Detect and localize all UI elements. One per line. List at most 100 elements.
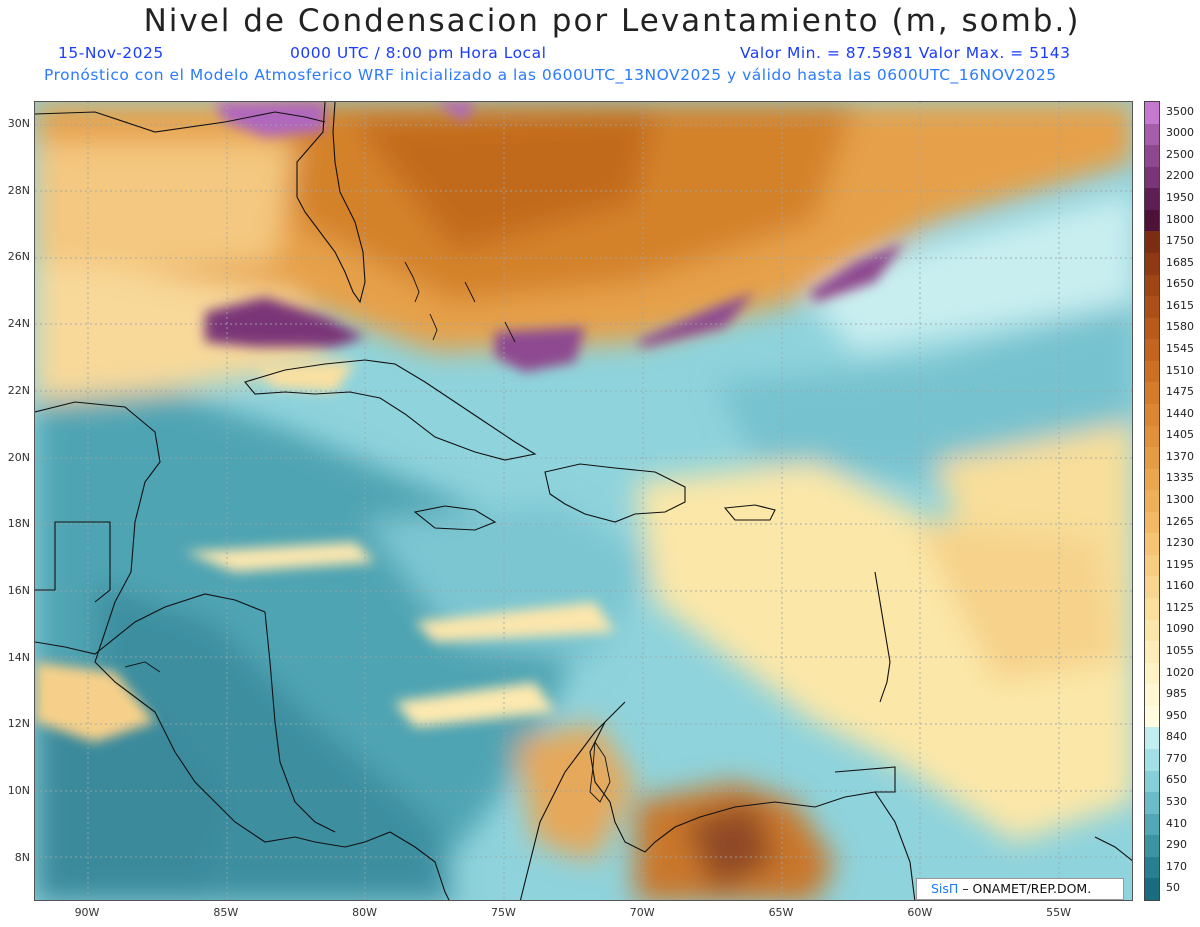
latitude-label: 30N bbox=[7, 117, 30, 130]
longitude-label: 55W bbox=[1046, 906, 1072, 919]
colorbar-swatch bbox=[1145, 209, 1159, 232]
colorbar-label: 1440 bbox=[1166, 406, 1194, 420]
colorbar-label: 1230 bbox=[1166, 536, 1194, 550]
model-info: Pronóstico con el Modelo Atmosferico WRF… bbox=[44, 66, 1057, 84]
colorbar-swatch bbox=[1145, 856, 1159, 879]
colorbar-swatch bbox=[1145, 727, 1159, 750]
colorbar-label: 170 bbox=[1166, 859, 1187, 873]
colorbar-label: 530 bbox=[1166, 794, 1187, 808]
colorbar-label: 840 bbox=[1166, 730, 1187, 744]
colorbar-swatch bbox=[1145, 684, 1159, 707]
colorbar-label: 1090 bbox=[1166, 622, 1194, 636]
colorbar bbox=[1144, 101, 1160, 901]
longitude-label: 80W bbox=[352, 906, 378, 919]
colorbar-swatch bbox=[1145, 705, 1159, 728]
forecast-date: 15-Nov-2025 bbox=[58, 44, 164, 62]
forecast-time: 0000 UTC / 8:00 pm Hora Local bbox=[290, 44, 547, 62]
colorbar-swatch bbox=[1145, 576, 1159, 599]
colorbar-swatch bbox=[1145, 296, 1159, 319]
colorbar-swatch bbox=[1145, 166, 1159, 189]
colorbar-swatch bbox=[1145, 835, 1159, 858]
latitude-label: 8N bbox=[14, 850, 30, 864]
colorbar-swatch bbox=[1145, 490, 1159, 513]
colorbar-swatch bbox=[1145, 598, 1159, 621]
colorbar-label: 2500 bbox=[1166, 147, 1194, 161]
colorbar-label: 950 bbox=[1166, 708, 1187, 722]
latitude-label: 16N bbox=[7, 583, 30, 597]
colorbar-label: 1300 bbox=[1166, 493, 1194, 506]
colorbar-swatch bbox=[1145, 792, 1159, 815]
colorbar-swatch bbox=[1145, 447, 1159, 470]
sispi-logo: SisΠ bbox=[931, 881, 959, 896]
latitude-label: 28N bbox=[7, 183, 30, 197]
colorbar-label: 1020 bbox=[1166, 665, 1194, 679]
colorbar-swatch bbox=[1145, 554, 1159, 577]
colorbar-swatch bbox=[1145, 317, 1159, 340]
longitude-label: 90W bbox=[74, 906, 100, 919]
map-title: Nivel de Condensacion por Levantamiento … bbox=[143, 3, 1081, 39]
colorbar-label: 1650 bbox=[1166, 277, 1194, 291]
colorbar-swatch bbox=[1145, 360, 1159, 383]
colorbar-label: 1615 bbox=[1166, 298, 1194, 312]
colorbar-label: 1750 bbox=[1166, 234, 1194, 248]
colorbar-label: 1160 bbox=[1166, 579, 1194, 593]
colorbar-swatch bbox=[1145, 619, 1159, 642]
colorbar-swatch bbox=[1145, 468, 1159, 491]
latitude-label: 10N bbox=[7, 784, 30, 797]
colorbar-swatch bbox=[1145, 102, 1159, 125]
longitude-label: 75W bbox=[490, 906, 516, 919]
colorbar-swatch bbox=[1145, 641, 1159, 664]
colorbar-swatch bbox=[1145, 403, 1159, 426]
colorbar-swatch bbox=[1145, 511, 1159, 534]
colorbar-swatch bbox=[1145, 339, 1159, 362]
colorbar-label: 50 bbox=[1166, 881, 1180, 895]
colorbar-label: 3500 bbox=[1166, 104, 1194, 118]
colorbar-label: 770 bbox=[1166, 751, 1187, 765]
lcl-map bbox=[34, 101, 1133, 901]
latitude-label: 20N bbox=[7, 450, 30, 464]
colorbar-label: 1545 bbox=[1166, 342, 1194, 356]
colorbar-label: 1195 bbox=[1166, 557, 1194, 571]
colorbar-swatch bbox=[1145, 749, 1159, 772]
colorbar-swatch bbox=[1145, 188, 1159, 211]
longitude-label: 65W bbox=[768, 906, 794, 919]
colorbar-label: 1800 bbox=[1166, 212, 1194, 226]
longitude-label: 85W bbox=[213, 906, 239, 919]
latitude-label: 14N bbox=[7, 650, 30, 664]
colorbar-label: 1950 bbox=[1166, 191, 1194, 205]
longitude-label: 60W bbox=[907, 906, 933, 919]
colorbar-label: 1370 bbox=[1166, 449, 1194, 463]
credit-text: – ONAMET/REP.DOM. bbox=[962, 881, 1092, 896]
colorbar-swatch bbox=[1145, 425, 1159, 448]
colorbar-label: 1335 bbox=[1166, 471, 1194, 485]
colorbar-swatch bbox=[1145, 770, 1159, 793]
latitude-label: 26N bbox=[7, 250, 30, 264]
latitude-label: 12N bbox=[7, 717, 30, 731]
colorbar-swatch bbox=[1145, 252, 1159, 276]
colorbar-label: 3000 bbox=[1166, 126, 1194, 140]
value-min-max: Valor Min. = 87.5981 Valor Max. = 5143 bbox=[740, 44, 1071, 62]
colorbar-swatch bbox=[1145, 662, 1159, 685]
colorbar-label: 1055 bbox=[1166, 643, 1194, 657]
colorbar-label: 985 bbox=[1166, 687, 1187, 701]
credit-label: SisΠ – ONAMET/REP.DOM. bbox=[916, 878, 1124, 900]
colorbar-swatch bbox=[1145, 813, 1159, 836]
colorbar-swatch bbox=[1145, 145, 1159, 168]
colorbar-swatch bbox=[1145, 878, 1159, 901]
colorbar-label: 1125 bbox=[1166, 600, 1194, 614]
latitude-label: 24N bbox=[7, 317, 30, 331]
latitude-label: 22N bbox=[7, 383, 30, 397]
colorbar-label: 650 bbox=[1166, 773, 1187, 787]
colorbar-label: 1685 bbox=[1166, 255, 1194, 269]
colorbar-swatch bbox=[1145, 382, 1159, 405]
colorbar-swatch bbox=[1145, 231, 1159, 254]
colorbar-label: 1510 bbox=[1166, 363, 1194, 377]
colorbar-label: 410 bbox=[1166, 816, 1187, 830]
colorbar-label: 1265 bbox=[1166, 514, 1194, 528]
colorbar-swatch bbox=[1145, 533, 1159, 556]
colorbar-label: 1405 bbox=[1166, 428, 1194, 442]
colorbar-swatch bbox=[1145, 274, 1159, 297]
colorbar-label: 290 bbox=[1166, 838, 1187, 852]
longitude-label: 70W bbox=[629, 906, 655, 919]
colorbar-swatch bbox=[1145, 123, 1159, 146]
